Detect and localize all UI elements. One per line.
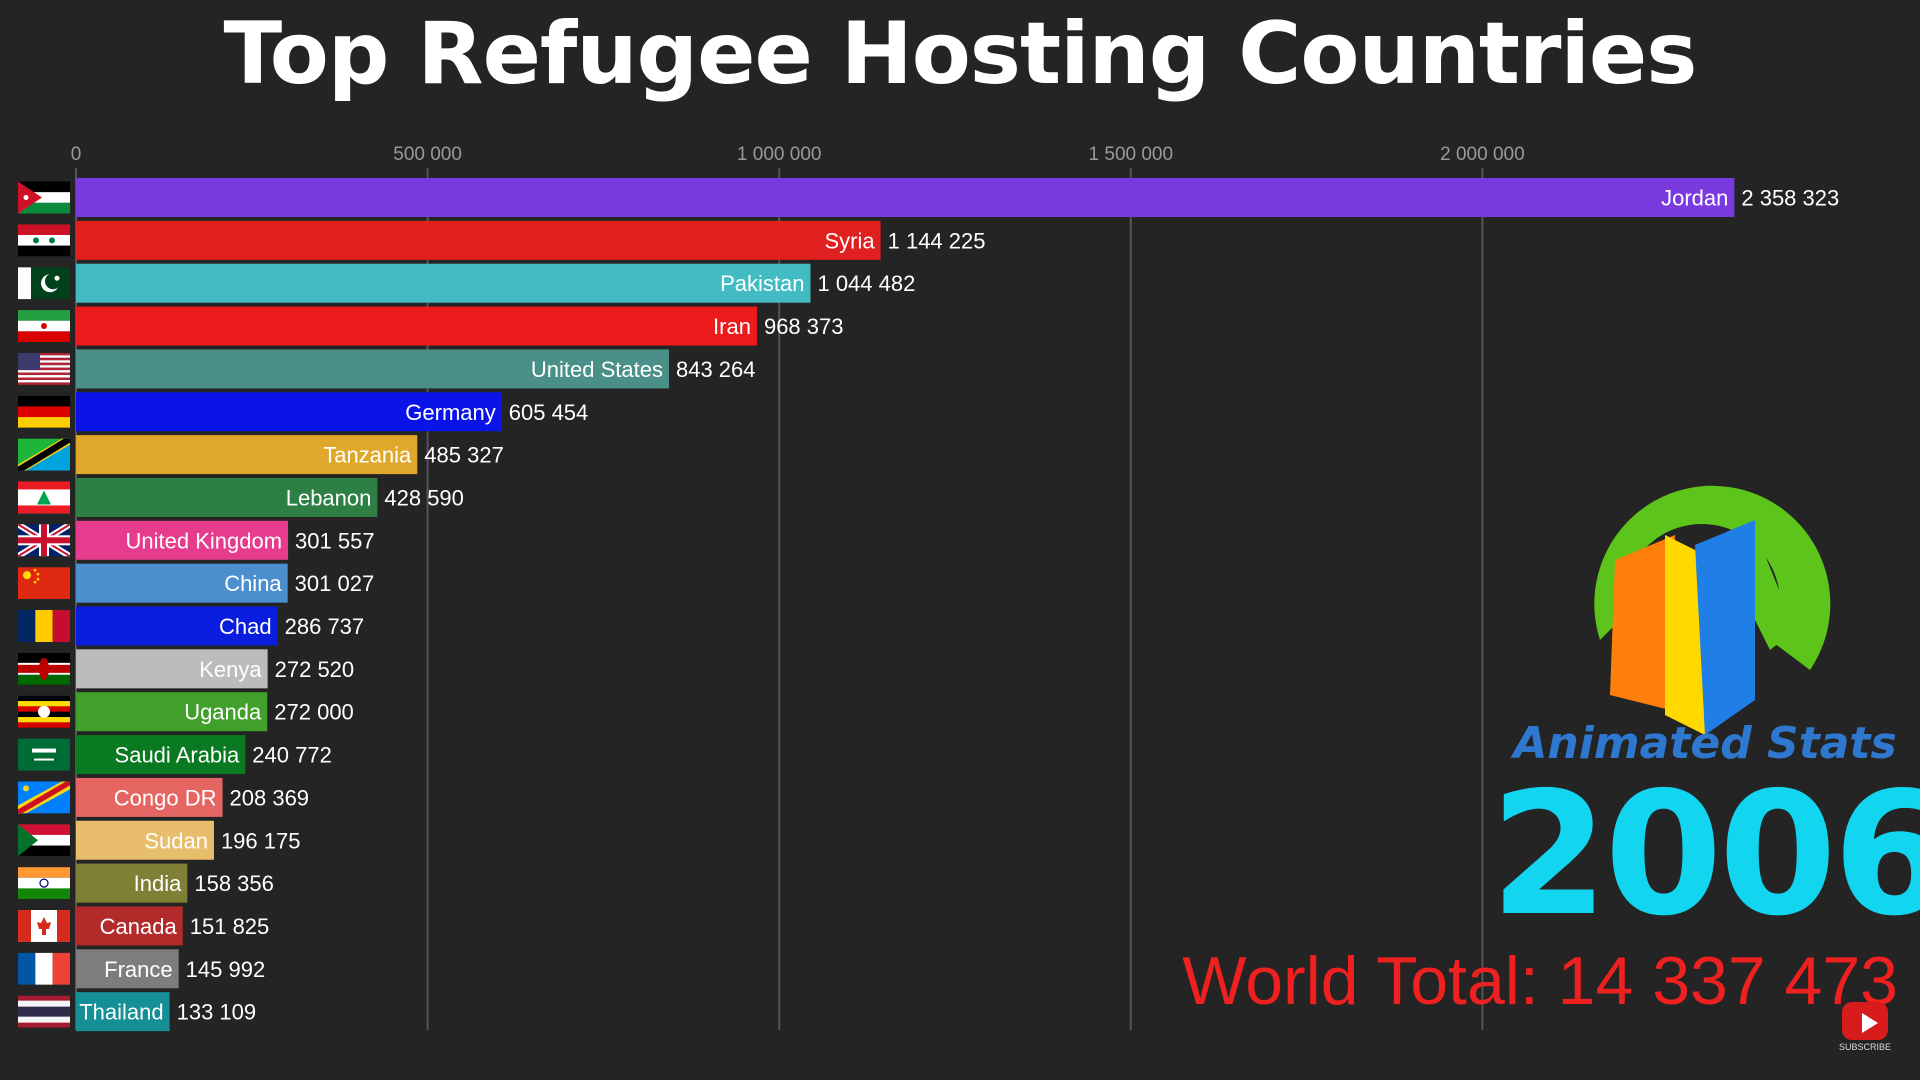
bar <box>76 649 268 689</box>
flag-india-icon <box>18 867 70 900</box>
bar <box>76 520 289 560</box>
bar-label: Thailand <box>79 1000 163 1025</box>
value-label: 196 175 <box>221 828 301 853</box>
x-tick-label: 500 000 <box>393 144 462 165</box>
bar-label: Lebanon <box>286 485 372 510</box>
bar <box>76 563 288 603</box>
value-label: 133 109 <box>177 1000 257 1025</box>
bar <box>76 263 811 303</box>
flag-iran-icon <box>18 310 70 343</box>
flag-sudan-icon <box>18 824 70 857</box>
flag-canada-icon <box>18 909 70 942</box>
flag-uk-icon <box>18 524 70 557</box>
chart-title: Top Refugee Hosting Countries <box>223 4 1698 104</box>
flag-kenya-icon <box>18 652 70 685</box>
bar-label: Tanzania <box>323 443 412 468</box>
bar-label: Uganda <box>184 700 262 725</box>
flag-china-icon <box>18 567 70 600</box>
bar-label: Canada <box>100 914 178 939</box>
flag-congo-dr-icon <box>18 781 70 814</box>
bar-label: United Kingdom <box>126 528 283 553</box>
flag-saudi-arabia-icon <box>18 738 70 771</box>
bar-label: India <box>134 871 182 896</box>
subscribe-caption: SUBSCRIBE <box>1838 1042 1891 1052</box>
bar <box>76 820 214 860</box>
value-label: 968 373 <box>764 314 844 339</box>
bar <box>76 220 881 260</box>
value-label: 272 520 <box>275 657 355 682</box>
play-icon <box>1842 1002 1888 1040</box>
bar-label: Sudan <box>144 828 208 853</box>
world-total-label: World Total: 14 337 473 <box>1182 943 1898 1019</box>
bar <box>76 349 669 389</box>
animated-stats-logo-icon <box>1594 485 1831 735</box>
value-label: 301 557 <box>295 528 375 553</box>
value-label: 208 369 <box>230 785 310 810</box>
value-label: 158 356 <box>194 871 274 896</box>
flag-lebanon-icon <box>18 481 70 514</box>
bar <box>76 606 278 646</box>
value-label: 272 000 <box>274 700 354 725</box>
bar <box>76 863 188 903</box>
year-label: 2006 <box>1490 756 1920 954</box>
x-tick-label: 0 <box>71 144 82 165</box>
flag-germany-icon <box>18 395 70 428</box>
bar-label: Congo DR <box>114 785 217 810</box>
flag-pakistan-icon <box>18 267 70 300</box>
x-tick-label: 1 000 000 <box>737 144 822 165</box>
bar <box>76 392 502 432</box>
flag-syria-icon <box>18 224 70 257</box>
flag-usa-icon <box>18 352 70 385</box>
bar-label: China <box>224 571 282 596</box>
bar <box>76 735 246 775</box>
bar-label: Kenya <box>199 657 262 682</box>
value-label: 145 992 <box>186 957 266 982</box>
bar-label: Jordan <box>1661 186 1728 211</box>
bar-label: Chad <box>219 614 272 639</box>
bar <box>76 477 378 517</box>
bar-label: United States <box>531 357 663 382</box>
flag-france-icon <box>18 952 70 985</box>
bar-label: France <box>104 957 172 982</box>
bar <box>76 777 223 817</box>
flag-jordan-icon <box>18 181 70 214</box>
subscribe-button[interactable]: SUBSCRIBE <box>1838 1000 1892 1054</box>
flag-uganda-icon <box>18 695 70 728</box>
bar-label: Saudi Arabia <box>115 743 241 768</box>
bar <box>76 906 183 946</box>
bar <box>76 992 170 1032</box>
bar <box>76 178 1735 217</box>
x-tick-label: 1 500 000 <box>1089 144 1174 165</box>
bar-label: Germany <box>405 400 495 425</box>
bar <box>76 306 757 346</box>
value-label: 240 772 <box>252 743 332 768</box>
value-label: 2 358 323 <box>1741 186 1839 211</box>
value-label: 286 737 <box>285 614 365 639</box>
flag-tanzania-icon <box>18 438 70 471</box>
value-label: 301 027 <box>295 571 375 596</box>
value-label: 605 454 <box>509 400 589 425</box>
brand-name: Animated Stats <box>1513 718 1897 769</box>
flag-thailand-icon <box>18 995 70 1028</box>
value-label: 485 327 <box>424 443 504 468</box>
bar <box>76 949 179 989</box>
bar-label: Pakistan <box>720 271 804 296</box>
bar <box>76 692 268 732</box>
flag-chad-icon <box>18 610 70 642</box>
bar-label: Iran <box>713 314 751 339</box>
value-label: 428 590 <box>384 485 464 510</box>
bar <box>76 435 418 475</box>
bar-label: Syria <box>824 228 875 253</box>
value-label: 151 825 <box>190 914 270 939</box>
value-label: 843 264 <box>676 357 756 382</box>
value-label: 1 044 482 <box>817 271 915 296</box>
x-tick-label: 2 000 000 <box>1440 144 1525 165</box>
value-label: 1 144 225 <box>888 228 986 253</box>
